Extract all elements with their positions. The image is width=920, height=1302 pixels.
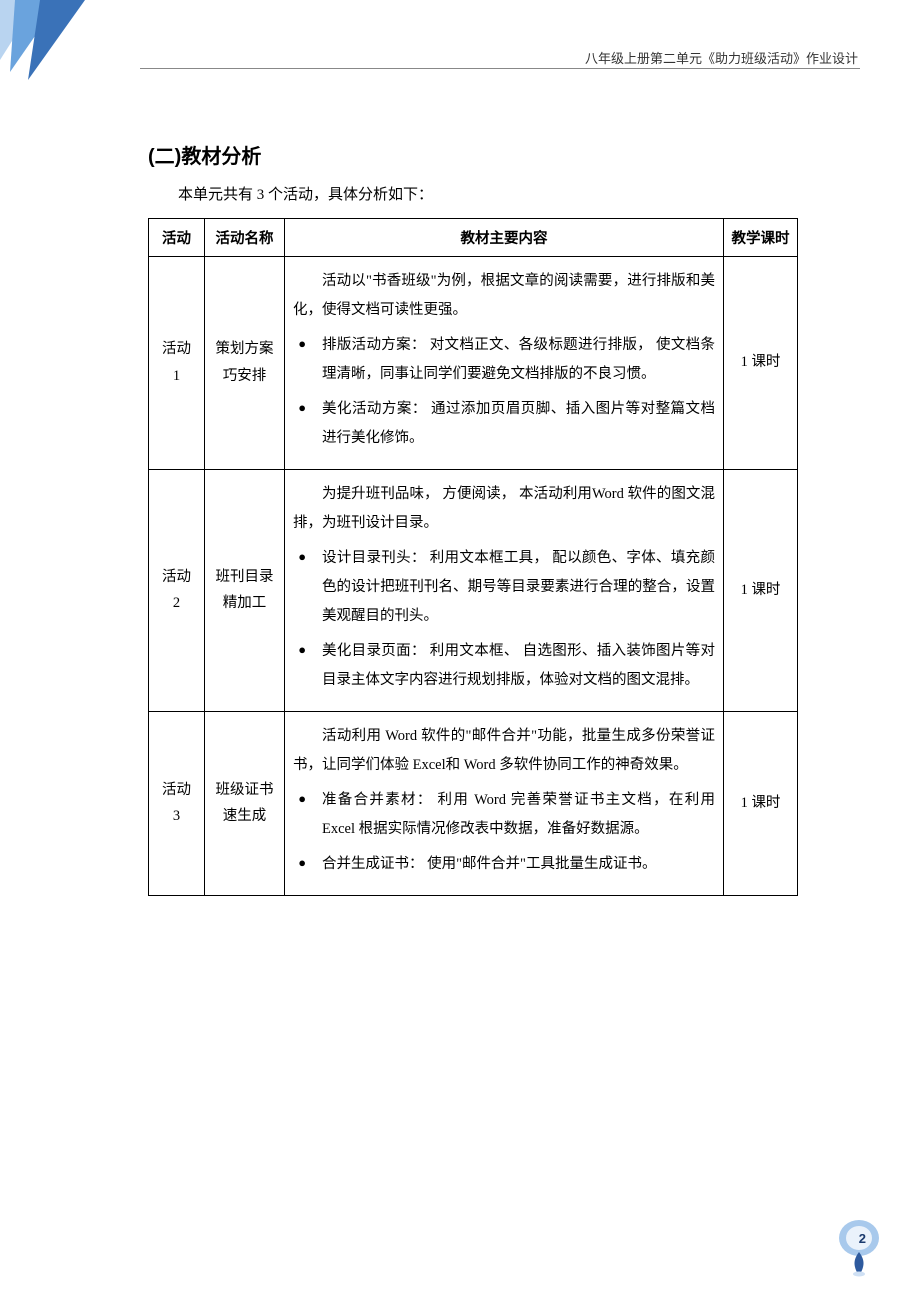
th-time: 教学课时 xyxy=(724,218,798,256)
table-row: 活动1策划方案巧安排活动以"书香班级"为例，根据文章的阅读需要，进行排版和美化，… xyxy=(149,256,798,469)
cell-content: 活动以"书香班级"为例，根据文章的阅读需要，进行排版和美化，使得文档可读性更强。… xyxy=(285,256,724,469)
cell-content: 活动利用 Word 软件的"邮件合并"功能，批量生成多份荣誉证书，让同学们体验 … xyxy=(285,711,724,895)
cell-name: 班刊目录精加工 xyxy=(205,469,285,711)
cell-name: 策划方案巧安排 xyxy=(205,256,285,469)
bullet-list: 排版活动方案： 对文档正文、各级标题进行排版， 使文档条理清晰，同事让同学们要避… xyxy=(293,331,715,453)
bullet-item: 准备合并素材： 利用 Word 完善荣誉证书主文档，在利用 Excel 根据实际… xyxy=(293,786,715,844)
bullet-label: 合并生成证书： xyxy=(322,856,424,872)
th-name: 活动名称 xyxy=(205,218,285,256)
page-marker-icon xyxy=(836,1218,882,1280)
table-header-row: 活动 活动名称 教材主要内容 教学课时 xyxy=(149,218,798,256)
page-content: (二)教材分析 本单元共有 3 个活动，具体分析如下： 活动 活动名称 教材主要… xyxy=(148,140,798,896)
bullet-label: 准备合并素材： xyxy=(322,792,433,808)
bullet-label: 排版活动方案： xyxy=(322,337,426,353)
content-intro: 为提升班刊品味， 方便阅读， 本活动利用Word 软件的图文混排，为班刊设计目录… xyxy=(293,480,715,538)
cell-name: 班级证书速生成 xyxy=(205,711,285,895)
bullet-item: 排版活动方案： 对文档正文、各级标题进行排版， 使文档条理清晰，同事让同学们要避… xyxy=(293,331,715,389)
th-content: 教材主要内容 xyxy=(285,218,724,256)
cell-time: 1 课时 xyxy=(724,256,798,469)
bullet-item: 合并生成证书： 使用"邮件合并"工具批量生成证书。 xyxy=(293,850,715,879)
page-number: 2 xyxy=(859,1231,866,1246)
section-intro: 本单元共有 3 个活动，具体分析如下： xyxy=(148,181,798,210)
analysis-table: 活动 活动名称 教材主要内容 教学课时 活动1策划方案巧安排活动以"书香班级"为… xyxy=(148,218,798,896)
bullet-item: 设计目录刊头： 利用文本框工具， 配以颜色、字体、填充颜色的设计把班刊刊名、期号… xyxy=(293,544,715,631)
cell-time: 1 课时 xyxy=(724,711,798,895)
bullet-label: 美化目录页面： xyxy=(322,643,426,659)
running-header: 八年级上册第二单元《助力班级活动》作业设计 xyxy=(585,48,858,67)
bullet-item: 美化目录页面： 利用文本框、 自选图形、插入装饰图片等对目录主体文字内容进行规划… xyxy=(293,637,715,695)
bullet-list: 准备合并素材： 利用 Word 完善荣誉证书主文档，在利用 Excel 根据实际… xyxy=(293,786,715,879)
table-body: 活动1策划方案巧安排活动以"书香班级"为例，根据文章的阅读需要，进行排版和美化，… xyxy=(149,256,798,895)
cell-activity: 活动2 xyxy=(149,469,205,711)
bullet-label: 设计目录刊头： xyxy=(322,550,426,566)
content-intro: 活动以"书香班级"为例，根据文章的阅读需要，进行排版和美化，使得文档可读性更强。 xyxy=(293,267,715,325)
cell-activity: 活动3 xyxy=(149,711,205,895)
table-row: 活动3班级证书速生成活动利用 Word 软件的"邮件合并"功能，批量生成多份荣誉… xyxy=(149,711,798,895)
table-row: 活动2班刊目录精加工为提升班刊品味， 方便阅读， 本活动利用Word 软件的图文… xyxy=(149,469,798,711)
cell-activity: 活动1 xyxy=(149,256,205,469)
header-rule xyxy=(140,68,860,69)
bullet-label: 美化活动方案： xyxy=(322,401,427,417)
bullet-item: 美化活动方案： 通过添加页眉页脚、插入图片等对整篇文档进行美化修饰。 xyxy=(293,395,715,453)
bullet-list: 设计目录刊头： 利用文本框工具， 配以颜色、字体、填充颜色的设计把班刊刊名、期号… xyxy=(293,544,715,695)
th-activity: 活动 xyxy=(149,218,205,256)
section-title: (二)教材分析 xyxy=(148,140,798,169)
cell-content: 为提升班刊品味， 方便阅读， 本活动利用Word 软件的图文混排，为班刊设计目录… xyxy=(285,469,724,711)
content-intro: 活动利用 Word 软件的"邮件合并"功能，批量生成多份荣誉证书，让同学们体验 … xyxy=(293,722,715,780)
corner-decoration-icon xyxy=(0,0,140,90)
cell-time: 1 课时 xyxy=(724,469,798,711)
